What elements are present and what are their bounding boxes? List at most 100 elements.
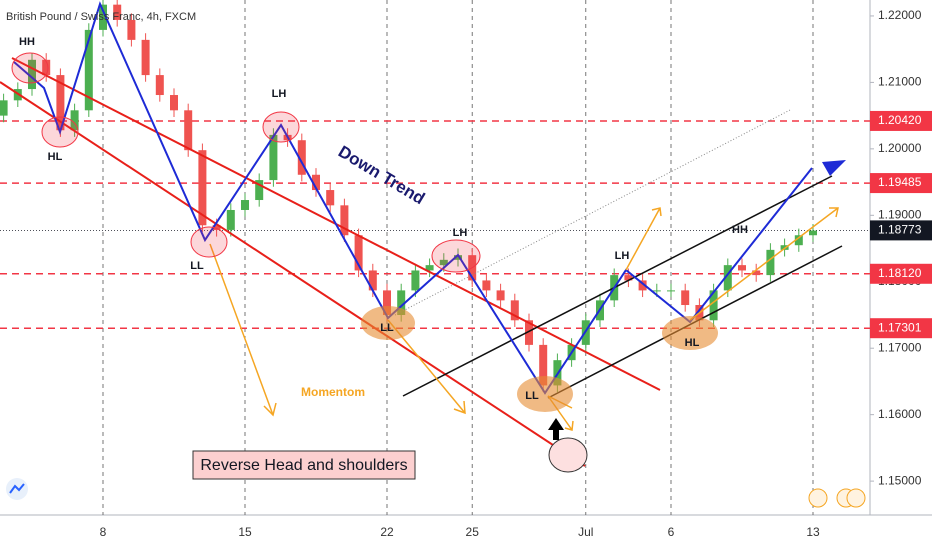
x-tick-label: 15	[238, 525, 252, 539]
annotation: Momentom	[301, 385, 365, 399]
candle-body	[141, 39, 150, 76]
level-label: 1.18120	[878, 266, 922, 280]
candle-body	[368, 270, 377, 291]
y-tick-label: 1.19000	[878, 207, 922, 221]
annotation: Reverse Head and shoulders	[200, 457, 407, 474]
circles	[11, 52, 481, 273]
candle-body	[198, 150, 207, 226]
icon	[846, 488, 866, 508]
zigzag	[13, 1, 813, 395]
note-box	[192, 450, 416, 480]
annotation: HH	[19, 36, 35, 48]
candle-body	[510, 300, 519, 321]
level-tag	[870, 263, 932, 284]
candle-body	[638, 280, 647, 291]
candle-body	[255, 180, 264, 201]
x-tick-label: 13	[806, 525, 820, 539]
candle-body	[340, 205, 349, 236]
candle-body	[411, 270, 420, 291]
level-label: 1.18773	[878, 223, 922, 237]
trend-line	[394, 109, 791, 316]
candle-body	[482, 280, 491, 291]
candle-body	[56, 75, 65, 131]
annotation: LL	[190, 260, 204, 272]
candle-body	[709, 290, 718, 321]
level-label: 1.17301	[878, 320, 922, 334]
candle-body	[525, 320, 533, 345]
y-tick-label: 1.20000	[878, 141, 922, 155]
y-tick-label: 1.21000	[878, 75, 922, 89]
candle-body	[738, 265, 746, 271]
y-tick-label: 1.16000	[878, 407, 922, 421]
annotation: LH	[615, 250, 630, 262]
candle-body	[539, 344, 548, 386]
channel-line	[0, 81, 586, 467]
circle	[548, 437, 588, 473]
y-tick-label: 1.15000	[878, 473, 922, 487]
candle-body	[667, 290, 675, 292]
y-tick-label: 1.17000	[878, 340, 922, 354]
candle-body	[326, 190, 335, 206]
candle-body	[184, 110, 193, 151]
candle-body	[454, 255, 462, 260]
icon	[808, 488, 828, 508]
candle-body	[652, 290, 661, 292]
candle-body	[113, 4, 122, 20]
candle-body	[170, 95, 178, 111]
candle-body	[439, 259, 448, 266]
candle-body	[681, 290, 690, 306]
candle-body	[297, 140, 306, 175]
annotation: LL	[525, 390, 539, 402]
x-tick-label: 6	[668, 525, 675, 539]
orange-ovals	[361, 306, 718, 412]
candle-body	[397, 290, 406, 315]
candle-body	[624, 275, 633, 281]
level-tag	[870, 220, 932, 241]
annotation: HL	[48, 151, 63, 163]
axes: 1.150001.160001.170001.180001.190001.200…	[100, 8, 932, 539]
candle-body	[212, 225, 221, 230]
logo-mark	[9, 483, 25, 494]
level-tag	[870, 110, 932, 131]
candle-body	[70, 110, 79, 131]
candle-body	[354, 235, 363, 271]
candle-body	[794, 235, 803, 246]
x-tick-label: 25	[466, 525, 480, 539]
candle-body	[241, 200, 249, 210]
annotation: HL	[685, 337, 700, 349]
x-tick-label: 8	[100, 525, 107, 539]
candle-body	[84, 29, 93, 111]
candle-body	[127, 19, 136, 40]
candle-body	[99, 4, 107, 30]
y-tick-label: 1.22000	[878, 8, 922, 22]
candle-body	[226, 209, 235, 230]
candle-body	[752, 270, 761, 276]
annotation: HH	[732, 224, 748, 236]
candle-body	[496, 290, 505, 301]
candle-body	[0, 100, 8, 116]
black-arrow	[548, 418, 564, 440]
x-tick-label: Jul	[578, 525, 593, 539]
candle-body	[269, 134, 278, 181]
candle-body	[28, 59, 36, 90]
annotation: LH	[453, 227, 468, 239]
candle-body	[809, 230, 817, 236]
chart-title: British Pound / Swiss Franc, 4h, FXCM	[6, 11, 196, 23]
level-tag	[870, 173, 932, 194]
candle-body	[383, 290, 391, 315]
x-tick-label: 22	[380, 525, 394, 539]
candle-body	[766, 249, 775, 276]
candle-body	[312, 174, 320, 191]
level-label: 1.20420	[878, 113, 922, 127]
arrow-head	[822, 160, 846, 176]
level-label: 1.19485	[878, 175, 922, 189]
annotation: LH	[272, 88, 287, 100]
candle-body	[425, 265, 434, 271]
candle-body	[723, 265, 732, 291]
level-tag	[870, 318, 932, 339]
annotation: LL	[380, 322, 394, 334]
candle-body	[42, 59, 51, 76]
channel-line	[402, 175, 833, 397]
